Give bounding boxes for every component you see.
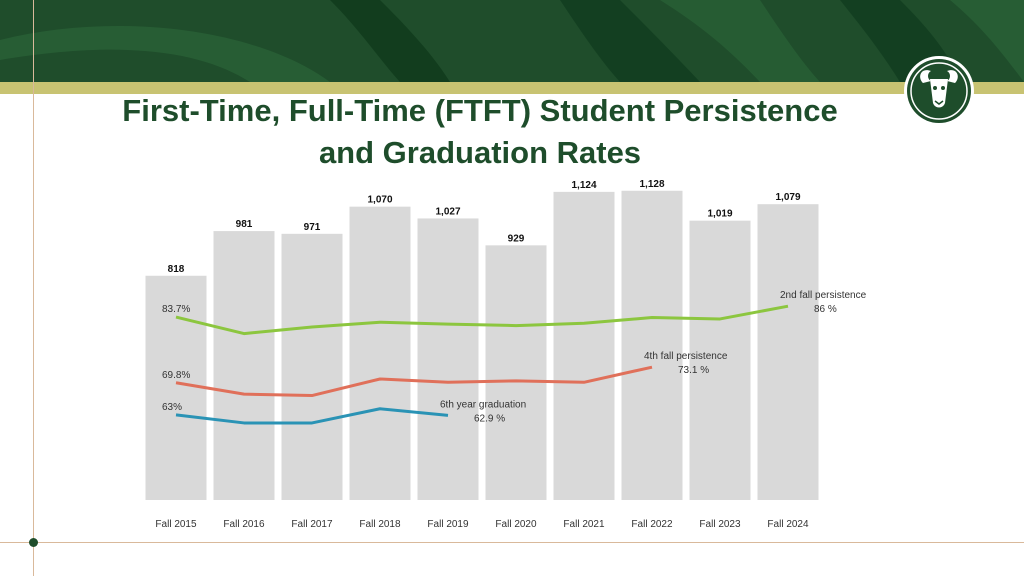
bar-8	[689, 220, 751, 500]
bar-6	[553, 191, 615, 501]
banner-brush-texture	[0, 0, 1024, 82]
bottom-guide-line	[0, 542, 1024, 543]
x-tick-label-0: Fall 2015	[155, 519, 197, 530]
series-end-label-1: 73.1 %	[678, 365, 709, 376]
bar-1	[213, 231, 275, 501]
bar-value-label-8: 1,019	[707, 209, 732, 220]
series-name-label-1: 4th fall persistence	[644, 351, 728, 362]
bar-9	[757, 204, 819, 500]
series-end-label-2: 62.9 %	[474, 413, 505, 424]
series-name-label-2: 6th year graduation	[440, 399, 526, 410]
series-line-1	[175, 365, 653, 398]
x-tick-label-7: Fall 2022	[631, 519, 673, 530]
bar-0	[145, 275, 207, 500]
title-line-1: First-Time, Full-Time (FTFT) Student Per…	[122, 93, 838, 128]
series-start-label-1: 69.8%	[162, 370, 190, 381]
bar-value-label-4: 1,027	[435, 206, 460, 217]
bar-value-label-6: 1,124	[571, 180, 596, 191]
bar-value-label-9: 1,079	[775, 192, 800, 203]
bar-value-label-2: 971	[304, 222, 321, 233]
bar-3	[349, 206, 411, 500]
title-line-2: and Graduation Rates	[318, 135, 642, 170]
series-line-0	[175, 304, 789, 336]
bar-2	[281, 233, 343, 500]
series-end-label-0: 86 %	[814, 304, 837, 315]
header-banner	[0, 0, 1024, 82]
bar-value-label-7: 1,128	[639, 179, 664, 190]
bar-4	[417, 218, 479, 501]
guide-dot	[29, 538, 38, 547]
x-tick-label-5: Fall 2020	[495, 519, 537, 530]
x-tick-label-9: Fall 2024	[767, 519, 809, 530]
x-tick-label-4: Fall 2019	[427, 519, 469, 530]
series-start-label-0: 83.7%	[162, 304, 190, 315]
series-start-label-2: 63%	[162, 402, 182, 413]
bar-value-label-3: 1,070	[367, 195, 392, 206]
left-guide-line	[33, 0, 34, 576]
x-tick-label-3: Fall 2018	[359, 519, 401, 530]
bar-value-label-5: 929	[508, 233, 525, 244]
bar-5	[485, 245, 547, 500]
series-name-label-0: 2nd fall persistence	[780, 290, 867, 301]
page-title: First-Time, Full-Time (FTFT) Student Per…	[60, 90, 900, 174]
series-line-2	[175, 407, 449, 425]
x-tick-label-6: Fall 2021	[563, 519, 605, 530]
x-tick-label-2: Fall 2017	[291, 519, 333, 530]
x-tick-label-1: Fall 2016	[223, 519, 265, 530]
x-tick-label-8: Fall 2023	[699, 519, 741, 530]
gold-accent-band	[0, 82, 1024, 94]
bar-7	[621, 190, 683, 501]
bar-value-label-1: 981	[236, 219, 253, 230]
ram-logo-icon	[903, 55, 975, 127]
bar-value-label-0: 818	[168, 264, 185, 275]
